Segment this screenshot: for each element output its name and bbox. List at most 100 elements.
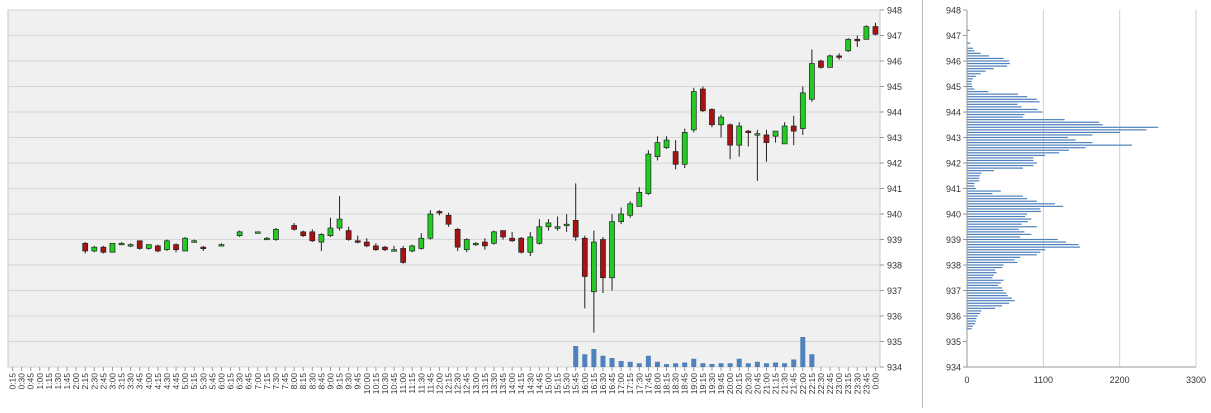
profile-bar (967, 218, 1032, 220)
profile-bar (967, 274, 994, 276)
candle-body (300, 231, 307, 237)
candle-body (91, 246, 98, 252)
x-tick-label: 20:45 (752, 373, 762, 395)
volume-bar (582, 354, 588, 367)
profile-bar (967, 231, 1025, 233)
candle-body (636, 191, 643, 207)
profile-bar (967, 205, 1064, 207)
x-tick-label: 23:00 (834, 373, 844, 395)
y-tick-label: 947 (887, 31, 902, 41)
candle-body (781, 125, 788, 145)
profile-bar (967, 68, 994, 70)
x-tick-label: 18:30 (671, 373, 681, 395)
x-tick-label: 11:15 (407, 373, 417, 394)
volume-bar (591, 349, 597, 367)
candle-body (500, 230, 506, 238)
profile-bar (967, 126, 1159, 128)
profile-bar (967, 233, 1032, 235)
profile-bar (967, 62, 1010, 65)
candle-body (454, 228, 461, 248)
profile-bar (967, 213, 1028, 215)
volume-bar (727, 363, 733, 367)
candle-body (581, 237, 588, 277)
profile-bar (967, 177, 980, 179)
x-tick-label: 2:30 (89, 373, 99, 390)
candle-body (818, 60, 824, 68)
x-tick-label: 10:00 (362, 373, 372, 395)
y-tick-label: 940 (887, 210, 902, 220)
y-tick-label: 945 (946, 82, 961, 92)
profile-bar (967, 246, 1080, 248)
profile-bar (967, 302, 1010, 304)
x-tick-label: 9:15 (335, 373, 345, 390)
candle-body (463, 239, 470, 251)
x-tick-label: 0:15 (8, 373, 18, 390)
candle-body (427, 213, 434, 239)
profile-bar (967, 157, 1034, 159)
x-tick-label: 22:00 (798, 373, 808, 395)
profile-bar (967, 60, 1010, 62)
profile-bar (967, 325, 974, 327)
x-tick-label: 19:15 (698, 373, 708, 395)
x-tick-label: 8:00 (289, 373, 299, 390)
volume-bar (754, 361, 760, 367)
profile-bar (967, 208, 1041, 210)
volume-bar (791, 359, 797, 367)
x-tick-label: 2:00 (71, 373, 81, 390)
profile-bar (967, 65, 1008, 67)
x-tick-label: 17:15 (625, 373, 635, 395)
x-tick-label: 14:30 (525, 373, 535, 395)
candle-body (754, 133, 761, 136)
profile-bar (967, 277, 993, 279)
profile-bar (967, 279, 1004, 281)
y-tick-label: 935 (887, 337, 902, 347)
candle-body (672, 151, 679, 165)
profile-bar (967, 195, 1024, 197)
candle-body (545, 222, 552, 228)
x-tick-label: 14:45 (534, 373, 544, 395)
volume-bar (573, 346, 579, 367)
profile-bar (967, 83, 972, 85)
x-tick-label: 17:30 (634, 373, 644, 395)
candle-body (445, 214, 452, 225)
x-tick-label: 14:15 (516, 373, 526, 395)
x-tick-label: 6:45 (244, 373, 254, 390)
candle-body (254, 231, 261, 234)
candlestick-chart: 934 935 936 937 938 939 940 941 942 943 944 945 946 9… (7, 0, 923, 408)
candle-body (600, 239, 606, 279)
x-tick-label: 16:30 (598, 373, 608, 395)
profile-bar (967, 307, 996, 309)
profile-bar (967, 103, 1018, 105)
volume-bar (773, 362, 779, 367)
volume-bar (736, 358, 742, 367)
profile-bar (967, 297, 1012, 299)
profile-bar (967, 282, 1001, 284)
profile-bar (967, 78, 974, 80)
y-tick-label: 934 (887, 363, 902, 373)
candle-body (309, 231, 316, 242)
candle-body (236, 231, 243, 237)
profile-bar (967, 154, 1046, 156)
candle-body (345, 230, 352, 240)
profile-bar (967, 75, 976, 77)
x-tick-label: 12:45 (462, 373, 472, 395)
profile-bar (967, 249, 1046, 251)
y-tick-label: 934 (946, 363, 961, 373)
profile-bar (967, 254, 1037, 256)
profile-bar (967, 238, 1058, 241)
y-tick-label: 943 (946, 133, 961, 143)
profile-bar (967, 305, 1003, 307)
candle-body (518, 237, 525, 253)
profile-bar (967, 292, 1007, 294)
profile-bar (967, 203, 1055, 205)
candle-body (400, 248, 406, 263)
x-tick-label: 12:15 (444, 373, 454, 395)
x-tick-label: 2200 (1110, 375, 1130, 385)
profile-bar (967, 164, 1034, 167)
x-tick-label: 4:15 (153, 373, 163, 390)
y-tick-label: 940 (946, 210, 961, 220)
candle-body (391, 249, 397, 252)
volume-bar (673, 363, 679, 367)
